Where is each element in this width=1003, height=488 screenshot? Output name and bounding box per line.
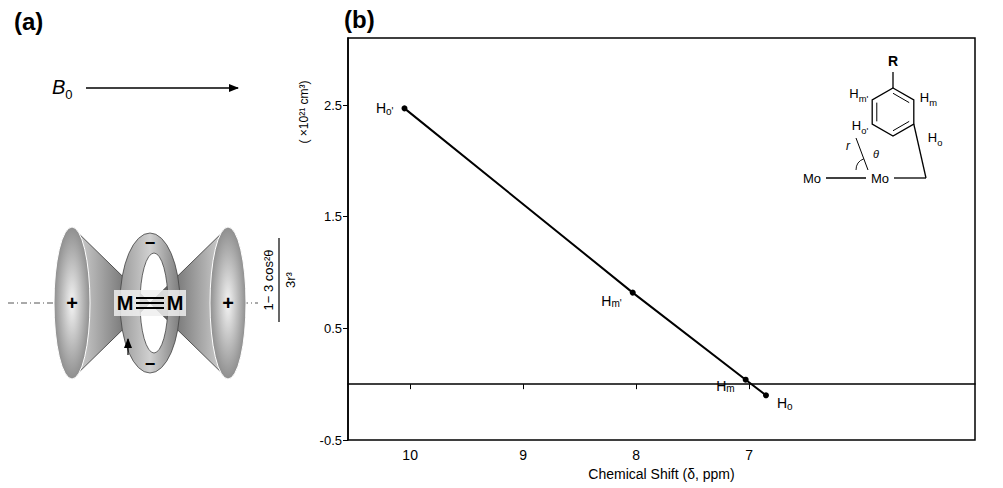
svg-text:−: − <box>145 354 156 374</box>
svg-text:1− 3 cos²θ: 1− 3 cos²θ <box>261 249 276 310</box>
svg-text:( ×10²¹ cm³): ( ×10²¹ cm³) <box>297 80 311 143</box>
svg-text:3r³: 3r³ <box>283 271 298 288</box>
svg-text:−: − <box>145 233 156 253</box>
svg-text:Hm: Hm <box>920 90 937 108</box>
svg-text:Ho': Ho' <box>852 118 869 136</box>
svg-text:B0: B0 <box>52 76 73 102</box>
svg-text:o: o <box>787 401 793 412</box>
svg-text:Mo: Mo <box>803 171 821 186</box>
svg-text:H: H <box>777 395 787 411</box>
svg-text:m': m' <box>611 298 621 309</box>
svg-text:H: H <box>716 378 726 394</box>
svg-text:2.5: 2.5 <box>324 98 342 113</box>
svg-text:Mo: Mo <box>871 171 889 186</box>
svg-text:r: r <box>846 139 851 153</box>
svg-text:Ho: Ho <box>928 130 943 148</box>
svg-text:M: M <box>117 292 134 314</box>
svg-text:M: M <box>167 292 184 314</box>
svg-text:+: + <box>66 292 78 314</box>
svg-text:(a): (a) <box>14 8 43 35</box>
svg-text:0.5: 0.5 <box>324 321 342 336</box>
svg-text:9: 9 <box>519 447 527 463</box>
svg-text:H: H <box>601 293 611 309</box>
svg-text:Chemical Shift (δ, ppm): Chemical Shift (δ, ppm) <box>588 466 734 482</box>
svg-text:10: 10 <box>402 447 418 463</box>
svg-text:R: R <box>888 53 898 69</box>
svg-text:m: m <box>726 383 734 394</box>
svg-text:1.5: 1.5 <box>324 209 342 224</box>
svg-text:7: 7 <box>745 447 753 463</box>
svg-text:Hm': Hm' <box>849 86 868 104</box>
svg-text:+: + <box>222 292 234 314</box>
svg-text:o': o' <box>386 106 394 117</box>
svg-text:8: 8 <box>632 447 640 463</box>
svg-text:(b): (b) <box>344 6 375 33</box>
svg-text:θ: θ <box>873 148 879 160</box>
svg-text:-0.5: -0.5 <box>320 433 342 448</box>
svg-text:H: H <box>376 100 386 116</box>
